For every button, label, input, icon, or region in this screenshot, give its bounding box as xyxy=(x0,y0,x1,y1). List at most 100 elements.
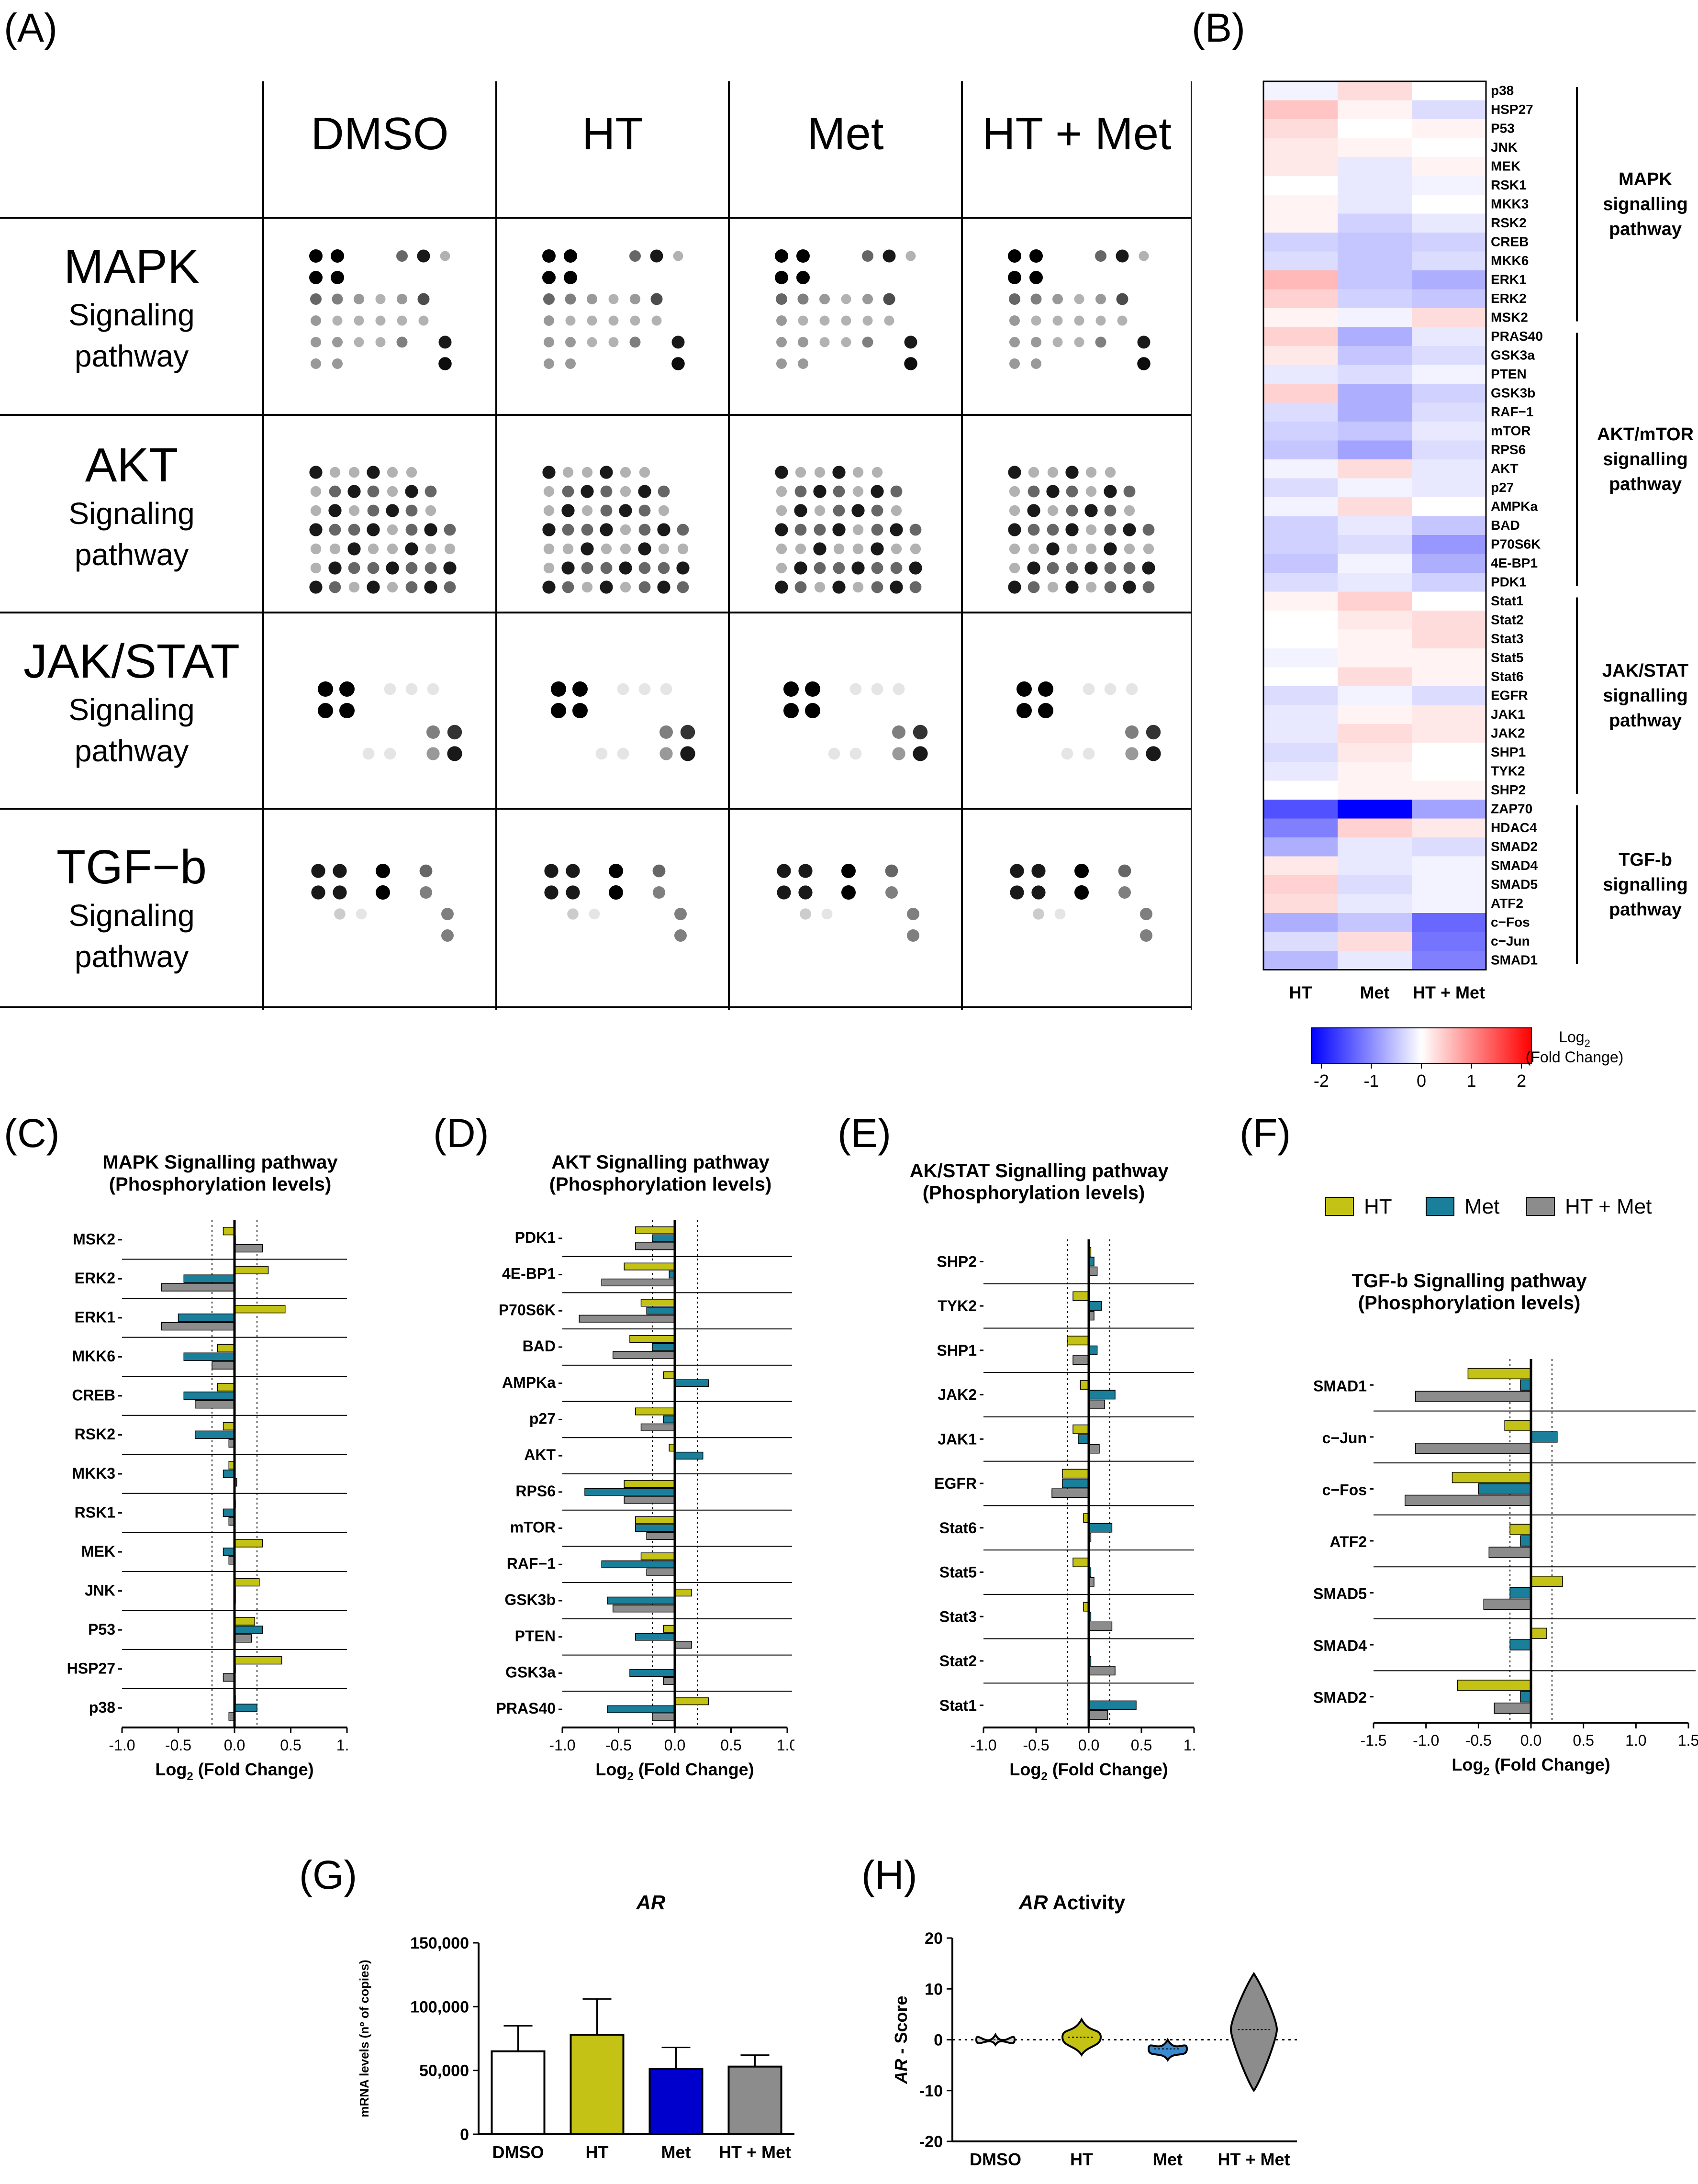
blot-dot xyxy=(441,929,454,942)
blot-dot xyxy=(819,294,830,304)
x-axis-label-rest: (Fold Change) xyxy=(634,1760,754,1779)
blot-dot xyxy=(1047,467,1059,478)
blot-dot xyxy=(566,864,580,878)
blot-dot xyxy=(354,337,364,347)
bar-ht-erk1 xyxy=(234,1305,286,1314)
blot-dot xyxy=(1104,485,1117,498)
heatmap-cell xyxy=(1412,422,1486,441)
y-tick-label-stat3: Stat3 xyxy=(939,1608,977,1625)
blot-dot xyxy=(659,747,673,760)
heatmap-cell xyxy=(1412,402,1486,422)
blot-dot xyxy=(833,504,845,517)
heatmap-cell xyxy=(1412,384,1486,403)
heatmap-cell xyxy=(1338,402,1412,422)
blot-dot xyxy=(890,580,903,594)
blot-dot xyxy=(904,335,917,349)
chart-title-rest: Activity xyxy=(1048,1891,1125,1914)
bar-ht-raf-1 xyxy=(640,1552,675,1560)
bar-ht-smad2 xyxy=(1457,1680,1531,1691)
bar-met-pten xyxy=(635,1633,675,1641)
x-axis-label-subscript: 2 xyxy=(627,1770,633,1783)
y-tick-label-jnk: JNK xyxy=(85,1582,115,1599)
blot-dot xyxy=(1066,504,1078,517)
y-tick-label: -10 xyxy=(919,2082,943,2100)
heatmap-cell xyxy=(1412,81,1486,100)
blot-dot xyxy=(562,524,574,536)
blot-dot xyxy=(652,864,666,878)
blot-dot xyxy=(795,467,806,478)
blot-dot xyxy=(813,485,827,498)
heatmap-row-label-pten: PTEN xyxy=(1491,367,1527,381)
blot-dot xyxy=(1116,293,1128,305)
heatmap-cell xyxy=(1338,875,1412,894)
bar-met-erk2 xyxy=(183,1274,235,1283)
blot-dot xyxy=(909,561,922,575)
bar-ht-met-jak2 xyxy=(1088,1399,1105,1409)
bar-ht-shp1 xyxy=(1067,1336,1089,1346)
heatmap-row-label-bad: BAD xyxy=(1491,518,1520,533)
bar-met-tyk2 xyxy=(1088,1301,1102,1311)
blot-dot xyxy=(813,542,827,556)
blot-dot xyxy=(1137,335,1151,349)
blot-dot xyxy=(397,315,407,326)
bar-ht-p70s6k xyxy=(640,1299,675,1307)
blot-dot xyxy=(318,703,333,718)
blot-dot xyxy=(907,929,919,942)
y-tick-label-erk1: ERK1 xyxy=(75,1309,115,1326)
y-tick-label-hsp27: HSP27 xyxy=(67,1660,115,1677)
y-tick-label-mek: MEK xyxy=(81,1543,115,1560)
blot-dot xyxy=(1142,581,1155,593)
blot-dot xyxy=(1029,271,1043,284)
bar-ht-met-smad5 xyxy=(1483,1598,1531,1610)
y-tick-label-gsk3b: GSK3b xyxy=(504,1591,556,1608)
blot-dot xyxy=(310,486,322,497)
bar-ht-met-erk1 xyxy=(161,1322,235,1331)
blot-dot xyxy=(1030,293,1042,305)
heatmap-row-label-tyk2: TYK2 xyxy=(1491,763,1525,778)
blot-dot xyxy=(1084,561,1098,575)
blot-dot xyxy=(347,542,361,556)
bar-met-c-jun xyxy=(1530,1431,1558,1443)
blot-dot xyxy=(871,683,883,695)
blot-dot xyxy=(386,504,399,517)
heatmap-cell xyxy=(1412,667,1486,687)
blot-dot xyxy=(600,466,613,479)
bar-ht-met xyxy=(727,2065,782,2135)
bar-ht-p53 xyxy=(234,1617,256,1626)
blot-dot xyxy=(443,561,457,575)
blot-dot xyxy=(841,294,851,304)
blot-dot xyxy=(375,294,386,304)
heatmap-cell xyxy=(1263,308,1338,327)
blot-dot xyxy=(600,580,613,594)
blot-dot xyxy=(851,504,865,517)
blot-dot xyxy=(620,467,631,478)
blot-dot xyxy=(405,562,418,574)
heatmap-cell xyxy=(1338,233,1412,252)
blot-dot xyxy=(1065,523,1079,536)
blot-dot xyxy=(1124,543,1135,555)
bar-met-rps6 xyxy=(584,1488,675,1496)
blot-dot xyxy=(776,505,787,516)
bar-ht-met-p53 xyxy=(234,1634,252,1643)
blot-dot xyxy=(397,294,407,304)
heatmap-group-label: TGF-b xyxy=(1619,850,1672,870)
x-tick-label: 0.5 xyxy=(1573,1732,1594,1749)
heatmap-row-label-p27: p27 xyxy=(1491,480,1514,495)
blot-dot xyxy=(832,523,846,536)
blot-dot xyxy=(1047,562,1059,574)
panel-a-blot-grid: DMSO HT Met HT + Met MAPK Signaling path… xyxy=(0,0,1192,1010)
row-header-jakstat-sub2: pathway xyxy=(74,734,189,768)
x-tick-label: -1.0 xyxy=(1413,1732,1439,1749)
chart-title: AR Activity xyxy=(1018,1891,1126,1914)
bar-ht-met-smad2 xyxy=(1494,1702,1531,1714)
blot-dot xyxy=(775,523,788,536)
colorbar xyxy=(1311,1027,1532,1064)
bar-met-rsk2 xyxy=(195,1430,235,1439)
heatmap-cell xyxy=(1338,497,1412,516)
blot-dot xyxy=(356,908,367,920)
blot-dot xyxy=(572,703,588,718)
blot-dot xyxy=(608,294,619,304)
blot-dot xyxy=(1065,580,1079,594)
y-tick-label-stat6: Stat6 xyxy=(939,1519,977,1537)
y-tick-label-atf2: ATF2 xyxy=(1329,1533,1367,1550)
